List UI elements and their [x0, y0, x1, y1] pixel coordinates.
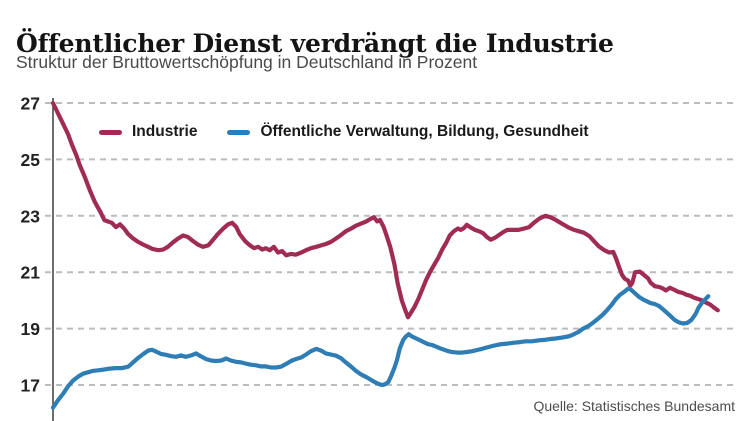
legend-label-industrie: Industrie: [132, 123, 198, 140]
chart-title: Öffentlicher Dienst verdrängt die Indust…: [16, 28, 614, 58]
y-axis-tick-19: 19: [21, 319, 41, 339]
y-axis-tick-21: 21: [21, 263, 41, 283]
y-axis-tick-17: 17: [21, 376, 40, 396]
chart-legend: Industrie Öffentliche Verwaltung, Bildun…: [99, 123, 589, 141]
legend-item-oeffentliche-verwaltung: Öffentliche Verwaltung, Bildung, Gesundh…: [227, 123, 589, 141]
y-axis-tick-25: 25: [21, 150, 41, 170]
legend-item-industrie: Industrie: [99, 123, 197, 141]
oeffentliche-verwaltung-line-swatch-icon: [227, 129, 251, 135]
y-axis-tick-27: 27: [21, 94, 40, 114]
source-credit: Quelle: Statistisches Bundesamt: [533, 398, 735, 414]
series-line-industrie: [50, 100, 720, 320]
industrie-line-swatch-icon: [99, 129, 122, 135]
chart-subtitle: Struktur der Bruttowertschöpfung in Deut…: [16, 52, 478, 72]
series-line-oeffentliche-verwaltung: [50, 286, 711, 410]
legend-label-oeffentliche-verwaltung: Öffentliche Verwaltung, Bildung, Gesundh…: [260, 123, 589, 140]
y-axis-tick-23: 23: [21, 206, 41, 226]
